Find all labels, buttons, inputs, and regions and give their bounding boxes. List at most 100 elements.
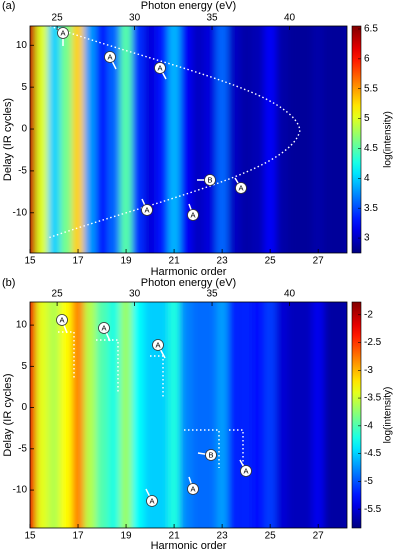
y-tick-label: -5 (18, 166, 27, 177)
y-tick-label: 10 (16, 320, 28, 331)
plot-frame (29, 25, 348, 254)
colorbar-tick-label: 3.5 (364, 203, 378, 214)
colorbar-tick-label: 5.5 (364, 83, 378, 94)
x2-tick-label: 25 (52, 13, 64, 24)
x-tick-label: 15 (24, 531, 36, 542)
heatmap-column (228, 26, 241, 253)
y-tick-label: 0 (21, 402, 27, 413)
heatmap-column (276, 26, 289, 253)
heatmap-column (168, 302, 181, 528)
x-tick-label: 21 (169, 256, 181, 267)
heatmap-column (96, 26, 109, 253)
x-tick-label: 25 (265, 256, 277, 267)
heatmap-column (288, 26, 301, 253)
y-tick-label: -10 (13, 485, 28, 496)
heatmap-column (120, 26, 133, 253)
heatmap-column (156, 302, 169, 528)
heatmap-column (36, 302, 49, 528)
annotation-marker (104, 51, 116, 63)
heatmap-column (312, 302, 325, 528)
x-tick-label: 23 (217, 256, 229, 267)
annotation-label: A (157, 63, 162, 72)
heatmap-column (60, 302, 73, 528)
annotation-marker (235, 182, 247, 194)
annotation-label: B (207, 175, 212, 184)
x-tick-label: 27 (313, 531, 325, 542)
heatmap-column (336, 302, 347, 528)
heatmap-column (228, 302, 241, 528)
x2-axis-title: Photon energy (eV) (141, 0, 236, 12)
heatmap-column (72, 302, 85, 528)
colorbar-tick-label: -4.5 (364, 448, 382, 459)
annotation-label: B (208, 450, 213, 459)
heatmap-column (84, 26, 97, 253)
heatmap (30, 26, 347, 253)
heatmap-column (144, 302, 157, 528)
x2-tick-label: 40 (284, 289, 296, 300)
y-axis-title: Delay (IR cycles) (2, 98, 14, 181)
dashed-guide (229, 429, 244, 468)
plot-frame (29, 301, 348, 529)
heatmap-column (300, 26, 313, 253)
y-tick-label: 5 (21, 82, 27, 93)
heatmap-column (96, 302, 109, 528)
y-tick-label: 0 (21, 124, 27, 135)
x-tick-label: 17 (72, 256, 84, 267)
annotation-label: A (238, 183, 243, 192)
colorbar-tick-label: -2 (364, 309, 373, 320)
heatmap-column (252, 26, 265, 253)
annotation-label: A (107, 52, 112, 61)
annotation-label: A (59, 315, 64, 324)
x2-tick-label: 40 (284, 13, 296, 24)
x-tick-label: 19 (120, 531, 132, 542)
heatmap-column (168, 26, 181, 253)
x-axis-title: Harmonic order (151, 540, 227, 550)
y-tick-label: 5 (21, 361, 27, 372)
annotation-label: A (155, 340, 160, 349)
annotation-label: A (101, 323, 106, 332)
heatmap-column (72, 26, 85, 253)
colorbar-tick-label: -4 (364, 420, 373, 431)
colorbar-tick-label: -5 (364, 476, 373, 487)
heatmap-column (324, 302, 337, 528)
heatmap-column (36, 26, 49, 253)
heatmap-column (324, 26, 337, 253)
annotation-marker (57, 27, 69, 39)
heatmap-column (132, 26, 145, 253)
heatmap-column (108, 26, 121, 253)
heatmap-column (120, 302, 133, 528)
heatmap-column (108, 302, 121, 528)
heatmap-column (192, 302, 205, 528)
heatmap-column (264, 302, 277, 528)
x-tick-label: 15 (24, 256, 36, 267)
heatmap-column (216, 26, 229, 253)
x-axis-title: Harmonic order (151, 266, 227, 278)
heatmap-column (204, 302, 217, 528)
annotation-marker (240, 465, 252, 477)
heatmap-column (336, 26, 347, 253)
x2-axis-title: Photon energy (eV) (141, 277, 236, 289)
colorbar-tick-label: 6 (364, 53, 370, 64)
annotation-label: A (243, 466, 248, 475)
heatmap-column (240, 302, 253, 528)
annotation-marker (187, 483, 199, 495)
x2-tick-label: 25 (52, 289, 64, 300)
heatmap-column (48, 302, 61, 528)
colorbar-title: log(intensity) (383, 387, 394, 444)
heatmap-column (252, 302, 265, 528)
heatmap-column (192, 26, 205, 253)
heatmap-column (180, 302, 193, 528)
annotation-marker (146, 495, 158, 507)
annotation-marker (187, 209, 199, 221)
annotation-label: A (190, 484, 195, 493)
heatmap-column (132, 302, 145, 528)
dashed-guide (184, 429, 220, 468)
annotation-marker (154, 62, 166, 74)
dashed-guide (58, 331, 75, 378)
annotation-label: A (149, 496, 154, 505)
y-axis-title: Delay (IR cycles) (2, 373, 14, 456)
heatmap-column (180, 26, 193, 253)
y-tick-label: -10 (13, 207, 28, 218)
annotation-marker (205, 449, 217, 461)
